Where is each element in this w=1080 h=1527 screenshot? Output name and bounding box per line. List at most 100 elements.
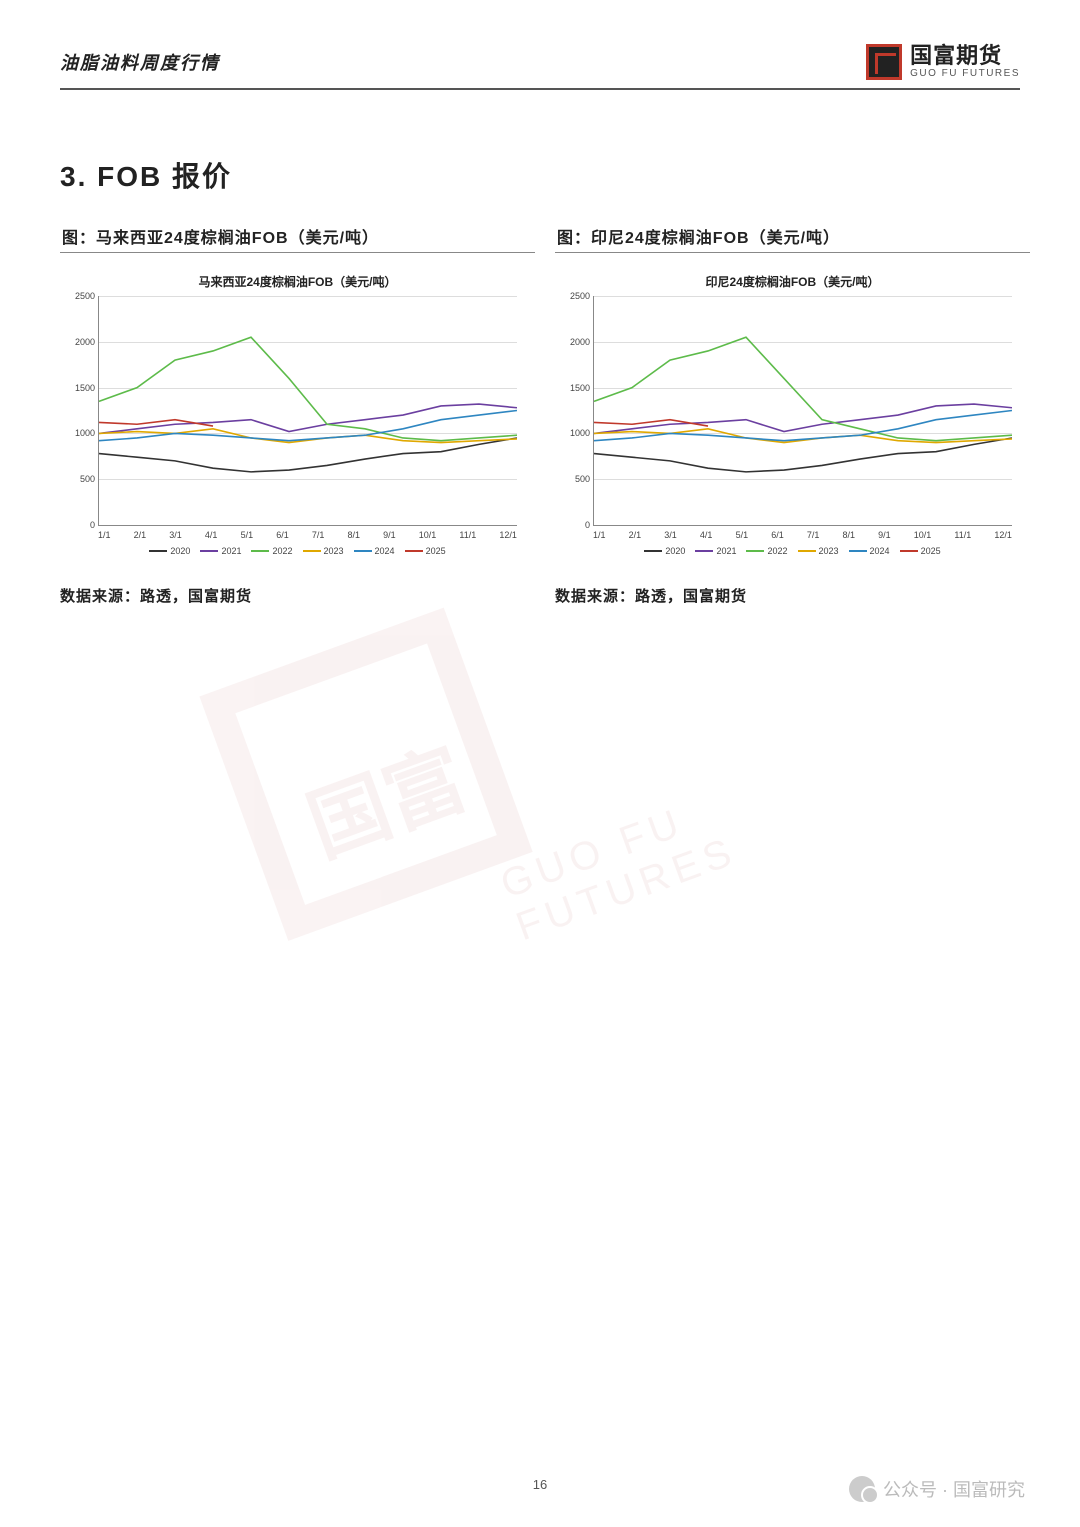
chart-source: 数据来源：路透，国富期货 [60,585,535,606]
legend-swatch [405,550,423,552]
legend-swatch [149,550,167,552]
legend-swatch [798,550,816,552]
logo: 国富期货 GUO FU FUTURES [866,44,1020,80]
legend-item: 2020 [644,546,685,556]
legend-swatch [746,550,764,552]
chart-area: 印尼24度棕榈油FOB（美元/吨） 0 500 1000 1500 2000 2500 1… [555,263,1030,573]
x-tick-label: 5/1 [241,530,254,540]
y-tick-label: 1000 [562,428,590,438]
chart-caption: 图：马来西亚24度棕榈油FOB（美元/吨） [60,220,535,253]
legend-label: 2021 [221,546,241,556]
legend-item: 2020 [149,546,190,556]
footer-label: 公众号 · 国富研究 [883,1476,1025,1502]
page-header: 油脂油料周度行情 国富期货 GUO FU FUTURES [60,40,1020,90]
legend-label: 2022 [767,546,787,556]
y-tick-label: 1000 [67,428,95,438]
x-tick-label: 3/1 [664,530,677,540]
legend-item: 2022 [746,546,787,556]
legend-label: 2025 [921,546,941,556]
y-tick-label: 0 [562,520,590,530]
y-tick-label: 0 [67,520,95,530]
series-2025 [99,420,213,426]
x-tick-label: 9/1 [383,530,396,540]
legend-item: 2024 [849,546,890,556]
legend-label: 2024 [375,546,395,556]
series-2020 [594,438,1012,472]
x-tick-label: 4/1 [205,530,218,540]
header-title: 油脂油料周度行情 [60,49,220,75]
chart-area: 马来西亚24度棕榈油FOB（美元/吨） 05001000150020002500… [60,263,535,573]
logo-cn: 国富期货 [910,45,1020,67]
x-tick-label: 11/1 [954,530,971,540]
footer-badge: 公众号 · 国富研究 [849,1476,1025,1502]
x-tick-label: 1/1 [98,530,111,540]
legend-label: 2022 [272,546,292,556]
legend: 2020 2021 2022 2023 2024 2025 [68,546,527,556]
y-tick-label: 2500 [562,291,590,301]
legend: 2020 2021 2022 2023 2024 2025 [563,546,1022,556]
x-tick-label: 2/1 [134,530,147,540]
logo-en: GUO FU FUTURES [910,69,1020,79]
logo-icon [866,44,902,80]
x-tick-label: 10/1 [419,530,437,540]
x-ticks: 1/12/13/14/15/16/17/18/19/110/111/112/1 [98,530,517,540]
y-tick-label: 500 [562,474,590,484]
series-2025 [594,420,708,426]
legend-item: 2021 [200,546,241,556]
chart-indonesia: 图：印尼24度棕榈油FOB（美元/吨） 印尼24度棕榈油FOB（美元/吨） 0 5… [555,220,1030,606]
legend-item: 2022 [251,546,292,556]
x-tick-label: 12/1 [994,530,1012,540]
logo-text: 国富期货 GUO FU FUTURES [910,45,1020,79]
legend-item: 2025 [900,546,941,556]
x-tick-label: 9/1 [878,530,891,540]
legend-swatch [251,550,269,552]
legend-label: 2023 [324,546,344,556]
y-tick-label: 1500 [67,383,95,393]
x-tick-label: 10/1 [914,530,932,540]
x-tick-label: 12/1 [499,530,517,540]
legend-swatch [695,550,713,552]
y-tick-label: 2000 [562,337,590,347]
x-tick-label: 8/1 [842,530,855,540]
legend-label: 2024 [870,546,890,556]
legend-swatch [900,550,918,552]
legend-item: 2024 [354,546,395,556]
y-tick-label: 2500 [67,291,95,301]
legend-label: 2021 [716,546,736,556]
chart-caption: 图：印尼24度棕榈油FOB（美元/吨） [555,220,1030,253]
legend-swatch [849,550,867,552]
section-title: 3. FOB 报价 [60,155,232,195]
legend-item: 2025 [405,546,446,556]
x-tick-label: 4/1 [700,530,713,540]
x-tick-label: 6/1 [771,530,784,540]
legend-swatch [200,550,218,552]
chart-inner-title: 印尼24度棕榈油FOB（美元/吨） [563,273,1022,290]
x-tick-label: 2/1 [629,530,642,540]
x-tick-label: 7/1 [312,530,325,540]
x-tick-label: 5/1 [736,530,749,540]
x-ticks: 1/12/13/14/15/16/17/18/19/110/111/112/1 [593,530,1012,540]
wechat-icon [849,1476,875,1502]
chart-inner-title: 马来西亚24度棕榈油FOB（美元/吨） [68,273,527,290]
y-tick-label: 1500 [562,383,590,393]
plot: 05001000150020002500 [98,296,517,526]
legend-item: 2021 [695,546,736,556]
y-tick-label: 500 [67,474,95,484]
legend-label: 2025 [426,546,446,556]
legend-swatch [354,550,372,552]
legend-label: 2020 [170,546,190,556]
x-tick-label: 6/1 [276,530,289,540]
legend-item: 2023 [303,546,344,556]
legend-swatch [644,550,662,552]
x-tick-label: 3/1 [169,530,182,540]
series-2020 [99,438,517,472]
y-tick-label: 2000 [67,337,95,347]
x-tick-label: 8/1 [347,530,360,540]
legend-label: 2020 [665,546,685,556]
charts-row: 图：马来西亚24度棕榈油FOB（美元/吨） 马来西亚24度棕榈油FOB（美元/吨… [60,220,1030,606]
legend-label: 2023 [819,546,839,556]
x-tick-label: 7/1 [807,530,820,540]
chart-source: 数据来源：路透，国富期货 [555,585,1030,606]
legend-item: 2023 [798,546,839,556]
legend-swatch [303,550,321,552]
